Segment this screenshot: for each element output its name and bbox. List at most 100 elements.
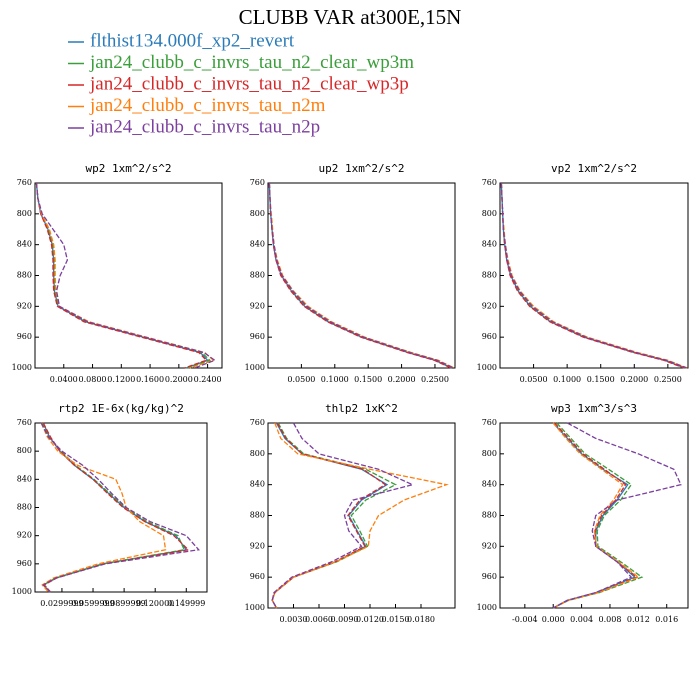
- y-tick-label: 880: [482, 271, 497, 280]
- panel-title: thlp2 1xK^2: [325, 402, 398, 415]
- profile-line: [268, 182, 454, 369]
- plot-frame: [267, 182, 456, 369]
- figure-title: CLUBB VAR at300E,15N: [239, 5, 462, 29]
- profile-line: [35, 182, 208, 369]
- y-tick-label: 880: [17, 271, 32, 280]
- y-tick-label: 760: [250, 178, 265, 187]
- panel-title: vp2 1xm^2/s^2: [551, 162, 637, 175]
- y-tick-label: 800: [17, 446, 32, 455]
- profile-line: [35, 182, 209, 369]
- x-tick-label: 0.2500: [421, 375, 449, 384]
- x-tick-label: 0.1200: [107, 375, 135, 384]
- x-tick-label: 0.0090: [331, 615, 359, 624]
- legend-label: jan24_clubb_c_invrs_tau_n2_clear_wp3p: [89, 73, 409, 94]
- x-tick-label: 0.0150: [382, 615, 410, 624]
- x-tick-label: 0.1500: [587, 375, 615, 384]
- x-tick-label: -0.004: [512, 615, 538, 624]
- x-tick-label: 0.008: [599, 615, 622, 624]
- y-tick-label: 920: [250, 541, 265, 550]
- profile-line: [552, 422, 644, 609]
- panel-title: rtp2 1E-6x(kg/kg)^2: [58, 402, 184, 415]
- x-tick-label: 0.120000: [136, 599, 174, 608]
- x-tick-label: 0.016: [655, 615, 678, 624]
- legend-label: jan24_clubb_c_invrs_tau_n2m: [89, 95, 326, 116]
- plot-frame: [34, 182, 223, 369]
- y-tick-label: 840: [17, 474, 32, 483]
- profile-line: [500, 182, 687, 369]
- legend-label: jan24_clubb_c_invrs_tau_n2p: [89, 116, 320, 137]
- y-tick-label: 840: [482, 480, 497, 489]
- profile-line: [40, 422, 200, 593]
- y-tick-label: 880: [250, 271, 265, 280]
- y-tick-label: 840: [482, 240, 497, 249]
- legend-label: flthist134.000f_xp2_revert: [90, 30, 295, 51]
- y-tick-label: 760: [482, 418, 497, 427]
- plot-frame: [267, 422, 456, 609]
- profile-line: [268, 182, 452, 369]
- y-tick-label: 800: [250, 209, 265, 218]
- profile-line: [552, 422, 637, 609]
- y-tick-label: 960: [482, 572, 497, 581]
- x-tick-label: 0.2400: [194, 375, 222, 384]
- profile-line: [35, 182, 215, 369]
- y-tick-label: 1000: [12, 587, 32, 596]
- x-tick-label: 0.0500: [520, 375, 548, 384]
- x-tick-label: 0.0899999: [102, 599, 145, 608]
- profile-line: [42, 422, 190, 593]
- y-tick-label: 880: [482, 511, 497, 520]
- x-tick-label: 0.0400: [50, 375, 78, 384]
- plot-frame: [34, 422, 208, 593]
- x-tick-label: 0.2500: [654, 375, 682, 384]
- x-tick-label: 0.2000: [620, 375, 648, 384]
- y-tick-label: 920: [482, 301, 497, 310]
- y-tick-label: 800: [482, 449, 497, 458]
- x-tick-label: 0.2000: [165, 375, 193, 384]
- profile-line: [268, 182, 452, 369]
- y-tick-label: 800: [250, 449, 265, 458]
- x-tick-label: 0.0120: [356, 615, 384, 624]
- x-tick-label: 0.0299999: [40, 599, 83, 608]
- y-tick-label: 800: [482, 209, 497, 218]
- y-tick-label: 960: [250, 572, 265, 581]
- profile-line: [552, 422, 640, 609]
- x-tick-label: 0.1600: [136, 375, 164, 384]
- y-tick-label: 760: [17, 178, 32, 187]
- x-tick-label: 0.0060: [305, 615, 333, 624]
- y-tick-label: 960: [17, 559, 32, 568]
- x-tick-label: 0.1000: [321, 375, 349, 384]
- x-tick-label: 0.0030: [280, 615, 308, 624]
- y-tick-label: 880: [250, 511, 265, 520]
- profile-line: [268, 182, 455, 369]
- x-tick-label: 0.012: [627, 615, 650, 624]
- y-tick-label: 880: [17, 503, 32, 512]
- y-tick-label: 1000: [12, 363, 32, 372]
- panel-title: wp2 1xm^2/s^2: [85, 162, 171, 175]
- profile-line: [500, 182, 685, 369]
- y-tick-label: 960: [250, 332, 265, 341]
- y-tick-label: 960: [482, 332, 497, 341]
- y-tick-label: 920: [17, 301, 32, 310]
- panel-title: wp3 1xm^3/s^3: [551, 402, 637, 415]
- panel-title: up2 1xm^2/s^2: [318, 162, 404, 175]
- y-tick-label: 840: [17, 240, 32, 249]
- x-tick-label: 0.0800: [79, 375, 107, 384]
- profile-line: [41, 422, 186, 593]
- y-tick-label: 840: [250, 240, 265, 249]
- y-tick-label: 800: [17, 209, 32, 218]
- x-tick-label: 0.0500: [287, 375, 315, 384]
- x-tick-label: 0.000: [542, 615, 565, 624]
- y-tick-label: 760: [250, 418, 265, 427]
- y-tick-label: 1000: [477, 603, 497, 612]
- profile-line: [552, 422, 682, 609]
- profile-line: [42, 422, 188, 593]
- x-tick-label: 0.0599999: [71, 599, 114, 608]
- x-tick-label: 0.0180: [407, 615, 435, 624]
- y-tick-label: 920: [17, 531, 32, 540]
- y-tick-label: 840: [250, 480, 265, 489]
- plot-frame: [499, 422, 689, 609]
- x-tick-label: 0.2000: [388, 375, 416, 384]
- profile-line: [271, 422, 449, 609]
- x-tick-label: 0.149999: [167, 599, 205, 608]
- y-tick-label: 920: [482, 541, 497, 550]
- x-tick-label: 0.1500: [354, 375, 382, 384]
